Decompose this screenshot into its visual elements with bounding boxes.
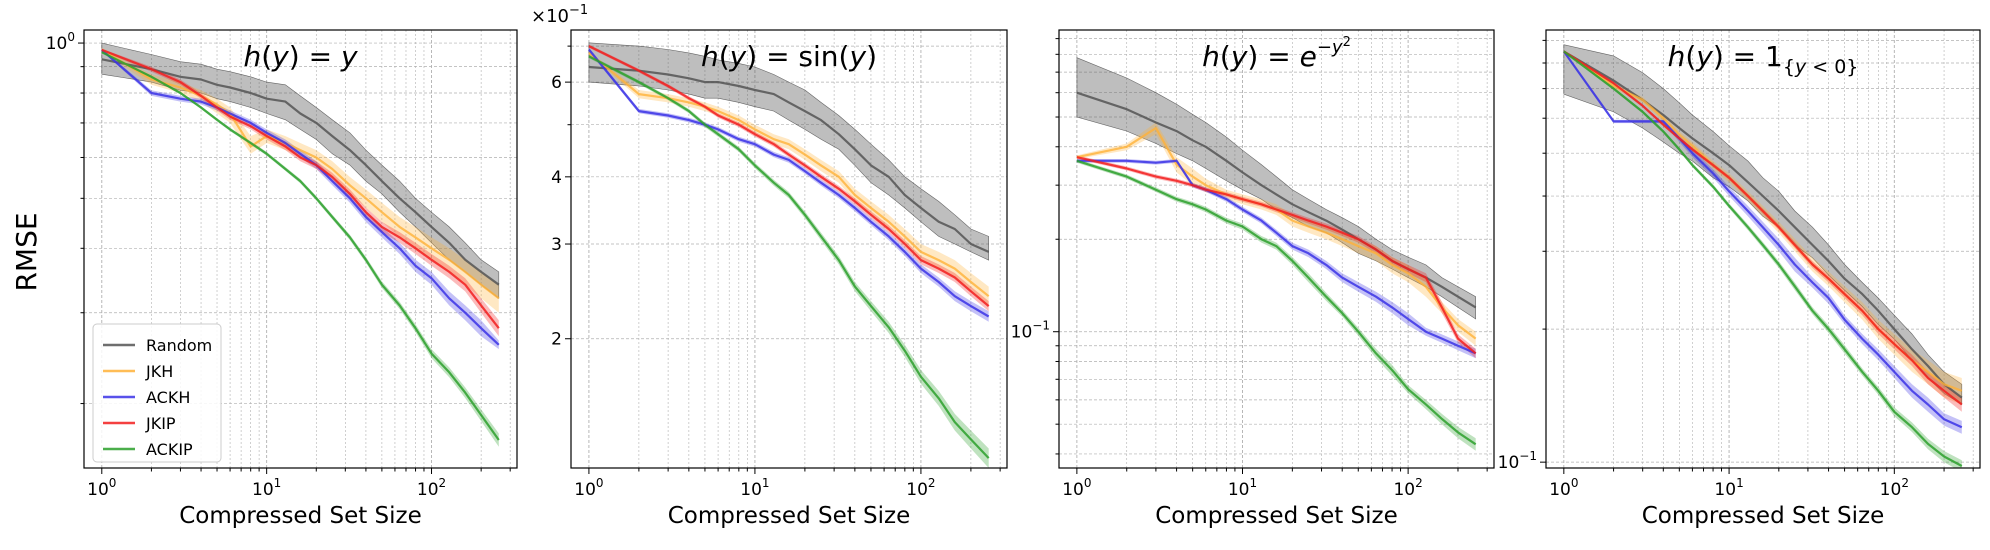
- plot-area: [588, 42, 990, 468]
- series-band-jkip: [1563, 50, 1962, 412]
- y-tick-label: 4: [551, 168, 562, 188]
- plot-area: [101, 42, 500, 447]
- legend-label-random: Random: [146, 336, 212, 355]
- y-tick-label: 10−1: [1011, 319, 1050, 343]
- legend-box: [92, 323, 222, 463]
- y-tick-label: 100: [46, 30, 75, 54]
- y-tick-label: 2: [551, 330, 562, 350]
- series-band-ackh: [101, 48, 499, 350]
- y-tick-label: 10−1: [1498, 449, 1537, 473]
- x-tick-label: 101: [740, 476, 769, 500]
- axes-frame: [1545, 29, 1981, 469]
- chart-panel-2: 100 101 102 2 3 4 6 ×10−1 Compressed Set Size h(y…: [531, 3, 1008, 529]
- legend-label-jkh: JKH: [145, 362, 173, 381]
- panel-title: h(y) = e−y2: [1202, 35, 1351, 73]
- x-tick-label: 101: [1714, 476, 1743, 500]
- plot-area: [1562, 44, 1963, 468]
- series-line-jkip: [101, 48, 500, 329]
- x-tick-label: 101: [252, 476, 281, 500]
- figure-y-label: RMSE: [10, 212, 43, 291]
- series-line-jkip: [1076, 156, 1477, 355]
- series-line-ackh: [588, 48, 990, 318]
- panel-title: h(y) = 1{y < 0}: [1668, 40, 1859, 78]
- legend-label-jkip: JKIP: [145, 414, 176, 433]
- series-band-random: [588, 42, 989, 261]
- y-tick-label: 6: [551, 73, 562, 93]
- axes-frame: [570, 29, 1008, 469]
- x-axis-label: Compressed Set Size: [1155, 503, 1398, 529]
- legend: Random JKH ACKH JKIP ACKIP: [92, 323, 222, 463]
- series-line-ackip: [588, 55, 990, 459]
- grid: [84, 30, 517, 468]
- panel-title: h(y) = sin(y): [701, 40, 877, 73]
- series-line-ackh: [1076, 159, 1477, 355]
- plot-area: [1076, 57, 1477, 451]
- series-band-jkh: [1563, 50, 1962, 405]
- axes-frame: [1058, 29, 1495, 469]
- series-band-ackh: [1076, 159, 1476, 359]
- series-line-ackh: [1562, 50, 1963, 429]
- grid: [1059, 30, 1494, 468]
- x-axis-label: Compressed Set Size: [179, 503, 422, 529]
- x-tick-label: 102: [1393, 476, 1422, 500]
- series-line-random: [101, 58, 500, 286]
- x-tick-label: 102: [417, 476, 446, 500]
- x-tick-label: 100: [1062, 476, 1091, 500]
- chart-panel-4: 100 101 102 10−1 Compressed Set Size h(y) = 1…: [1498, 29, 1981, 529]
- series-line-random: [1563, 50, 1963, 399]
- series-line-jkh: [101, 48, 500, 300]
- series-line-ackip: [1563, 50, 1963, 467]
- series-line-ackip: [101, 51, 500, 441]
- x-tick-label: 102: [1880, 476, 1909, 500]
- chart-panel-1: 100 101 102 100 Compressed Set Size h(y) = y R…: [46, 29, 518, 529]
- series-line-random: [588, 65, 990, 253]
- series-line-jkip: [588, 45, 990, 307]
- x-tick-label: 102: [906, 476, 935, 500]
- panel-title: h(y) = y: [243, 40, 357, 73]
- legend-label-ackh: ACKH: [146, 388, 190, 407]
- chart-panels: 100 101 102 100 Compressed Set Size h(y) = y R…: [46, 3, 1981, 529]
- x-axis-label: Compressed Set Size: [668, 503, 911, 529]
- x-tick-label: 100: [87, 476, 116, 500]
- series-line-jkip: [1563, 50, 1963, 406]
- series-line-ackh: [101, 49, 500, 346]
- x-tick-label: 101: [1228, 476, 1257, 500]
- x-tick-label: 100: [574, 476, 603, 500]
- y-offset-text: ×10−1: [531, 3, 588, 27]
- chart-panel-3: 100 101 102 10−1 Compressed Set Size h(y) = e…: [1011, 29, 1495, 529]
- y-tick-label: 3: [551, 235, 562, 255]
- legend-label-ackip: ACKIP: [146, 440, 193, 459]
- series-line-jkh: [1076, 127, 1477, 340]
- series-line-jkh: [588, 52, 990, 298]
- axes-frame: [83, 29, 518, 469]
- x-axis-label: Compressed Set Size: [1642, 503, 1885, 529]
- series-line-ackip: [1076, 159, 1477, 446]
- x-tick-label: 100: [1549, 476, 1578, 500]
- series-band-ackh: [588, 47, 989, 322]
